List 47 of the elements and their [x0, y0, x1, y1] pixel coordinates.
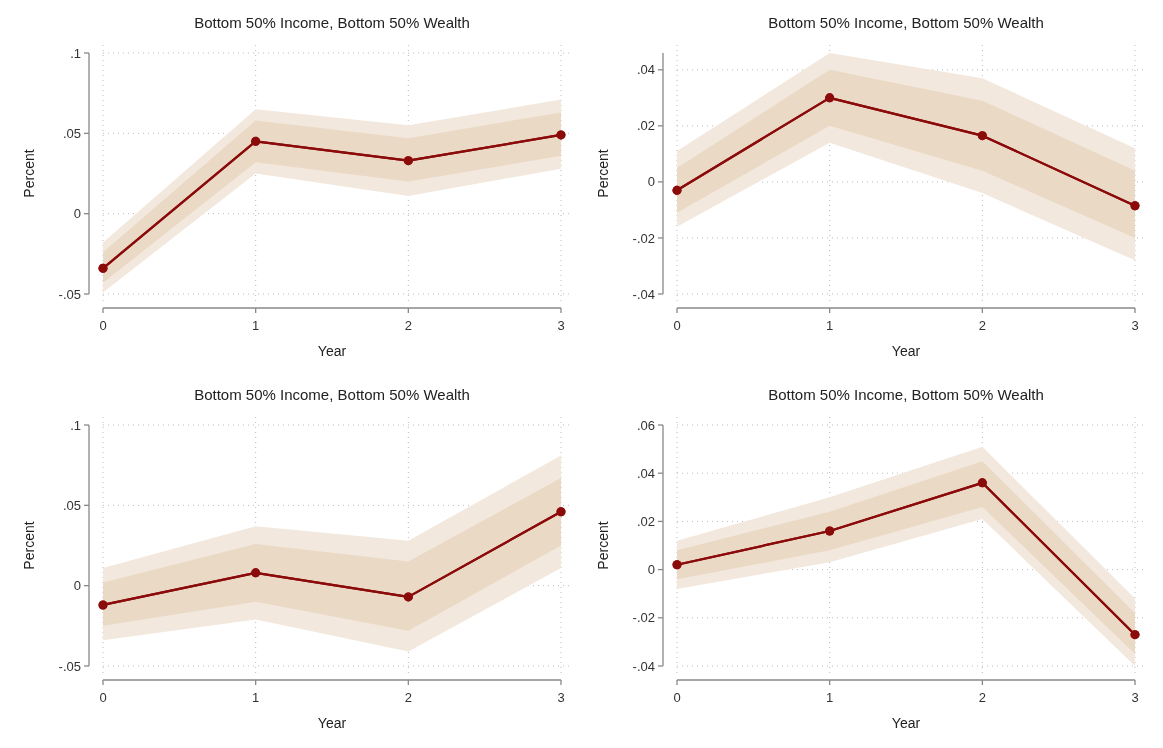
x-tick-label: 1: [826, 318, 834, 333]
x-axis-title: Year: [891, 715, 921, 731]
x-tick-label: 2: [978, 690, 986, 705]
y-axis-title: Percent: [21, 521, 37, 570]
y-axis-title: Percent: [595, 521, 611, 570]
y-tick-label: -.02: [632, 230, 655, 246]
chart-title: Bottom 50% Income, Bottom 50% Wealth: [194, 386, 470, 403]
x-tick-label: 2: [404, 318, 412, 333]
x-tick-label: 2: [404, 690, 412, 705]
y-tick-label: .02: [636, 513, 655, 529]
y-tick-label: 0: [73, 206, 81, 222]
chart-title: Bottom 50% Income, Bottom 50% Wealth: [194, 14, 470, 31]
y-tick-label: -.04: [632, 286, 655, 302]
y-tick-label: -.04: [632, 658, 655, 674]
x-axis-title: Year: [317, 715, 347, 731]
y-axis-title: Percent: [21, 149, 37, 198]
x-tick-label: 1: [826, 690, 834, 705]
x-tick-label: 3: [1131, 318, 1139, 333]
x-tick-label: 0: [99, 318, 107, 333]
y-tick-label: .04: [636, 465, 655, 481]
x-tick-label: 2: [978, 318, 986, 333]
y-tick-label: 0: [647, 562, 655, 578]
x-tick-label: 1: [252, 318, 260, 333]
y-tick-label: 0: [647, 174, 655, 190]
y-tick-label: .02: [636, 118, 655, 134]
x-tick-label: 0: [99, 690, 107, 705]
y-tick-label: -.05: [58, 658, 81, 674]
y-tick-label: .05: [62, 497, 81, 513]
y-tick-label: -.02: [632, 610, 655, 626]
y-tick-label: -.05: [58, 286, 81, 302]
x-tick-label: 0: [673, 690, 681, 705]
x-tick-label: 1: [252, 690, 260, 705]
x-tick-label: 3: [1131, 690, 1139, 705]
x-tick-label: 3: [557, 690, 565, 705]
y-tick-label: 0: [73, 578, 81, 594]
x-tick-label: 3: [557, 318, 565, 333]
y-tick-label: .1: [70, 45, 81, 61]
x-axis-title: Year: [317, 343, 347, 359]
y-tick-label: .06: [636, 417, 655, 433]
chart-title: Bottom 50% Income, Bottom 50% Wealth: [768, 14, 1044, 31]
x-tick-label: 0: [673, 318, 681, 333]
y-tick-label: .1: [70, 417, 81, 433]
y-axis-title: Percent: [595, 149, 611, 198]
y-tick-label: .05: [62, 125, 81, 141]
chart-title: Bottom 50% Income, Bottom 50% Wealth: [768, 386, 1044, 403]
y-tick-label: .04: [636, 62, 655, 78]
x-axis-title: Year: [891, 343, 921, 359]
